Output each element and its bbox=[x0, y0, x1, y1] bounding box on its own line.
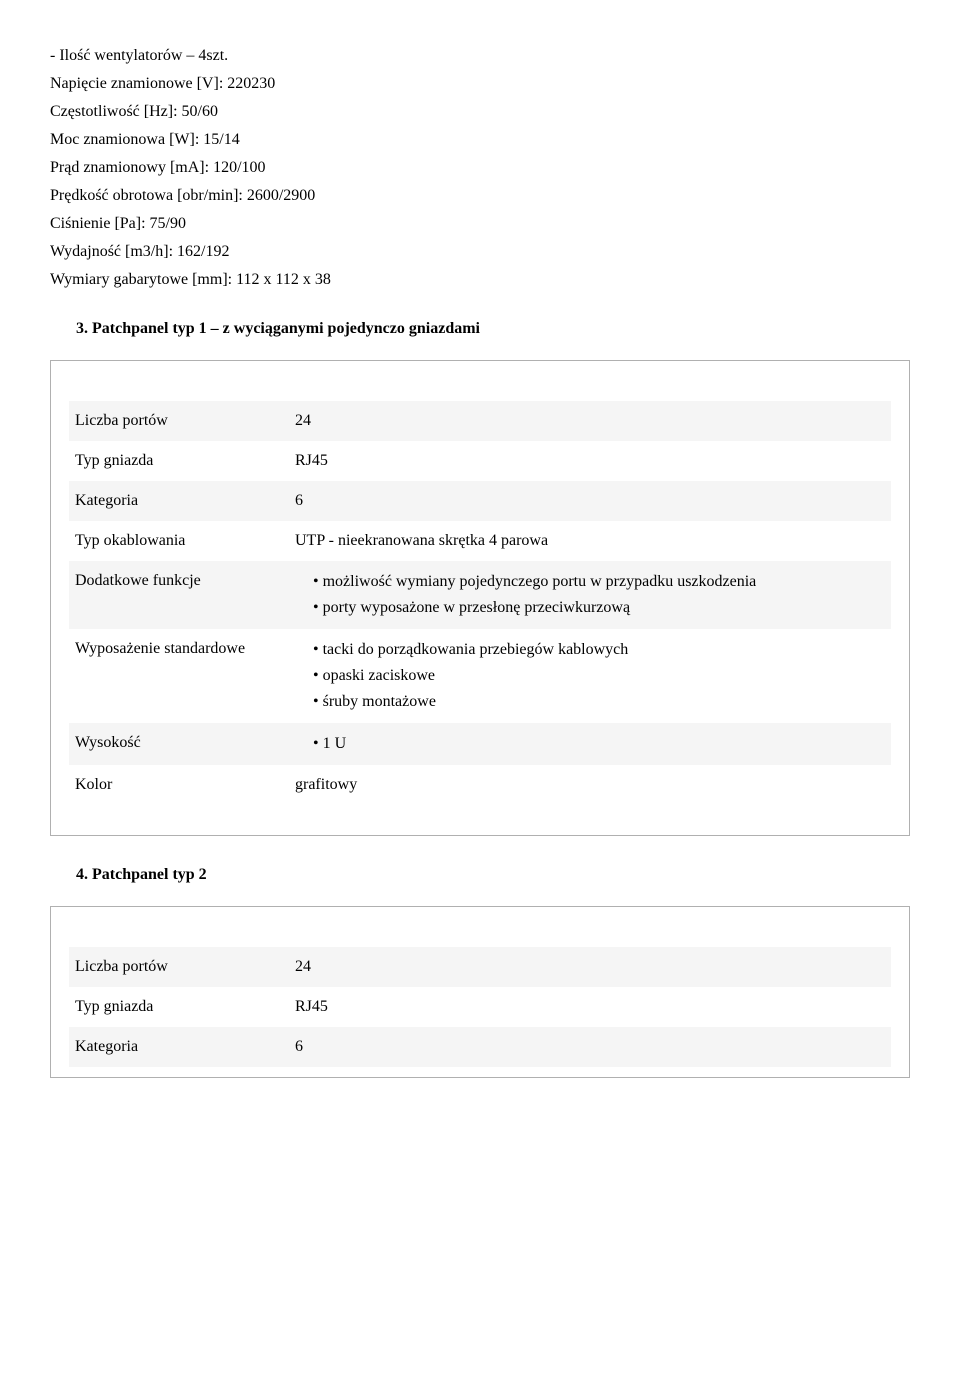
row-label: Typ okablowania bbox=[69, 521, 289, 561]
row-value: grafitowy bbox=[289, 765, 891, 805]
top-specs: - Ilość wentylatorów – 4szt. Napięcie zn… bbox=[50, 44, 910, 292]
row-value: 6 bbox=[289, 481, 891, 521]
section4-table: Liczba portów 24 Typ gniazda RJ45 Katego… bbox=[69, 947, 891, 1067]
row-label: Kolor bbox=[69, 765, 289, 805]
row-label: Kategoria bbox=[69, 481, 289, 521]
spec-line: Ciśnienie [Pa]: 75/90 bbox=[50, 212, 910, 236]
spec-line: - Ilość wentylatorów – 4szt. bbox=[50, 44, 910, 68]
row-value: możliwość wymiany pojedynczego portu w p… bbox=[289, 561, 891, 629]
spec-line: Częstotliwość [Hz]: 50/60 bbox=[50, 100, 910, 124]
row-label: Typ gniazda bbox=[69, 987, 289, 1027]
row-value: RJ45 bbox=[289, 441, 891, 481]
list-item: śruby montażowe bbox=[313, 689, 885, 715]
row-label: Wyposażenie standardowe bbox=[69, 629, 289, 723]
section4-heading: 4. Patchpanel typ 2 bbox=[76, 866, 910, 884]
row-value: UTP - nieekranowana skrętka 4 parowa bbox=[289, 521, 891, 561]
list-item: 1 U bbox=[313, 731, 885, 757]
row-value: tacki do porządkowania przebiegów kablow… bbox=[289, 629, 891, 723]
spec-line: Prędkość obrotowa [obr/min]: 2600/2900 bbox=[50, 184, 910, 208]
row-value: 24 bbox=[289, 401, 891, 441]
bullet-list: 1 U bbox=[295, 731, 885, 757]
spec-line: Napięcie znamionowe [V]: 220230 bbox=[50, 72, 910, 96]
row-value: 24 bbox=[289, 947, 891, 987]
row-value: RJ45 bbox=[289, 987, 891, 1027]
row-label: Liczba portów bbox=[69, 947, 289, 987]
row-value: 1 U bbox=[289, 723, 891, 765]
section4-table-box: Liczba portów 24 Typ gniazda RJ45 Katego… bbox=[50, 906, 910, 1078]
list-item: możliwość wymiany pojedynczego portu w p… bbox=[313, 569, 885, 595]
spec-line: Prąd znamionowy [mA]: 120/100 bbox=[50, 156, 910, 180]
section3-table: Liczba portów 24 Typ gniazda RJ45 Katego… bbox=[69, 401, 891, 805]
spec-line: Moc znamionowa [W]: 15/14 bbox=[50, 128, 910, 152]
row-label: Wysokość bbox=[69, 723, 289, 765]
bullet-list: możliwość wymiany pojedynczego portu w p… bbox=[295, 569, 885, 621]
row-label: Kategoria bbox=[69, 1027, 289, 1067]
list-item: tacki do porządkowania przebiegów kablow… bbox=[313, 637, 885, 663]
list-item: opaski zaciskowe bbox=[313, 663, 885, 689]
row-value: 6 bbox=[289, 1027, 891, 1067]
row-label: Liczba portów bbox=[69, 401, 289, 441]
spec-line: Wydajność [m3/h]: 162/192 bbox=[50, 240, 910, 264]
bullet-list: tacki do porządkowania przebiegów kablow… bbox=[295, 637, 885, 715]
row-label: Dodatkowe funkcje bbox=[69, 561, 289, 629]
section3-table-box: Liczba portów 24 Typ gniazda RJ45 Katego… bbox=[50, 360, 910, 836]
row-label: Typ gniazda bbox=[69, 441, 289, 481]
section3-heading: 3. Patchpanel typ 1 – z wyciąganymi poje… bbox=[76, 320, 910, 338]
list-item: porty wyposażone w przesłonę przeciwkurz… bbox=[313, 595, 885, 621]
spec-line: Wymiary gabarytowe [mm]: 112 x 112 x 38 bbox=[50, 268, 910, 292]
